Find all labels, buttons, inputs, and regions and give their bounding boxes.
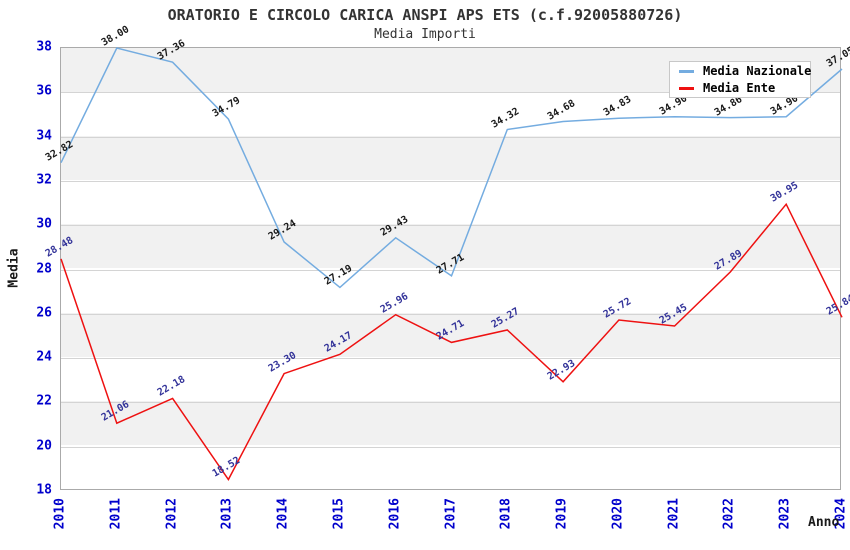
- x-tick-label: 2020: [610, 498, 626, 530]
- y-tick-label: 28: [36, 261, 52, 276]
- plot-band: [61, 224, 840, 269]
- chart-subtitle: Media Importi: [374, 27, 476, 42]
- x-tick-label: 2022: [721, 498, 737, 530]
- y-tick-label: 36: [36, 83, 52, 99]
- series-line-media-nazionale: [60, 47, 843, 289]
- line-swatch-icon: [679, 86, 694, 90]
- y-tick-label: 18: [36, 482, 52, 498]
- x-tick-label: 2018: [498, 498, 514, 530]
- legend-item-media-ente: Media Ente: [679, 81, 810, 95]
- gridline: [61, 313, 840, 315]
- series-lines: [60, 47, 843, 481]
- x-tick-label: 2021: [666, 498, 682, 530]
- legend: Media Nazionale Media Ente: [669, 61, 811, 98]
- gridline: [61, 225, 840, 227]
- legend-label: Media Ente: [703, 81, 776, 95]
- x-axis-title: Anno: [808, 515, 840, 530]
- y-tick-label: 22: [36, 393, 52, 409]
- y-tick-label: 32: [36, 172, 52, 188]
- x-tick-label: 2014: [275, 498, 291, 530]
- x-tick-label: 2016: [387, 498, 403, 530]
- gridline: [61, 136, 840, 138]
- y-tick-label: 38: [36, 39, 52, 55]
- y-axis-tick-labels: 38 36 34 32 30 28 26 24 22 20 18: [0, 40, 56, 498]
- gridline: [61, 358, 840, 360]
- y-tick-label: 34: [36, 128, 52, 144]
- x-tick-label: 2012: [164, 498, 180, 530]
- plot-area: 32.82 38.00 37.36 34.79 29.24 27.19 29.43 27.71…: [44, 24, 850, 490]
- chart-title: ORATORIO E CIRCOLO CARICA ANSPI APS ETS …: [167, 6, 683, 24]
- x-tick-label: 2023: [777, 498, 793, 530]
- plot-band: [61, 400, 840, 445]
- x-tick-label: 2010: [52, 498, 68, 530]
- y-tick-label: 30: [36, 216, 52, 232]
- gridline: [61, 180, 840, 182]
- x-tick-label: 2015: [331, 498, 347, 530]
- legend-label: Media Nazionale: [703, 64, 812, 78]
- plot-band: [61, 136, 840, 181]
- x-tick-label: 2011: [108, 498, 124, 530]
- x-tick-label: 2017: [443, 498, 458, 530]
- gridline: [61, 402, 840, 404]
- legend-item-media-nazionale: Media Nazionale: [679, 64, 812, 78]
- x-tick-label: 2013: [219, 498, 235, 530]
- x-tick-label: 2019: [554, 498, 570, 530]
- y-tick-label: 26: [36, 305, 52, 321]
- y-tick-label: 24: [36, 349, 52, 365]
- gridline: [61, 446, 840, 448]
- y-tick-label: 20: [36, 438, 52, 454]
- x-axis-tick-labels: 2010 2011 2012 2013 2014 2015 2016 2017 2018 2019…: [53, 490, 849, 546]
- series-line-media-ente: [60, 202, 843, 481]
- gridline: [61, 269, 840, 271]
- plot-band: [61, 312, 840, 357]
- gridline: [61, 92, 840, 94]
- line-swatch-icon: [679, 69, 694, 73]
